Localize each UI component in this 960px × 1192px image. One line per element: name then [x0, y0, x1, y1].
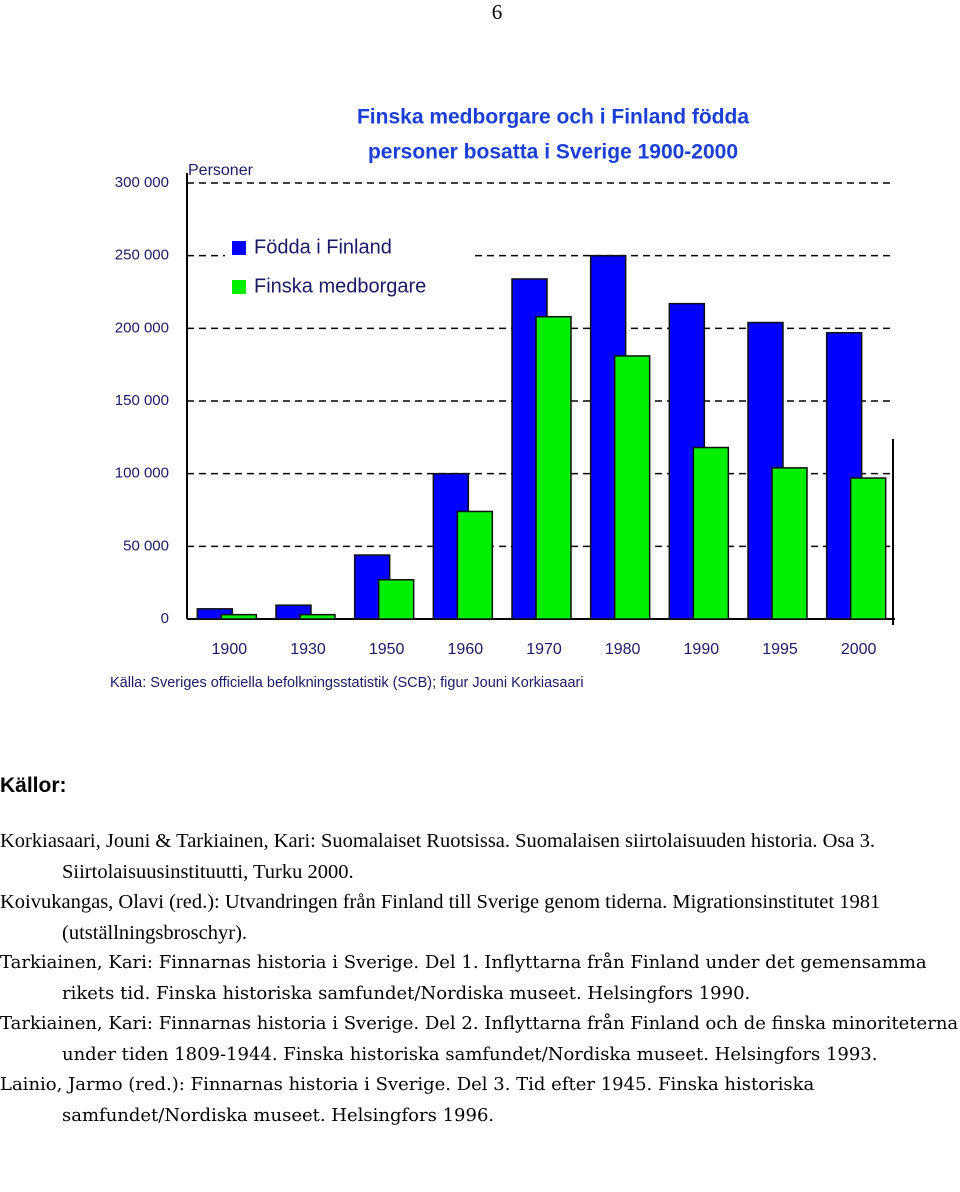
legend-box: [225, 228, 475, 304]
y-tick-label: 150 000: [115, 392, 169, 409]
x-tick-label: 1930: [290, 641, 326, 658]
y-axis-label: Personer: [188, 162, 254, 179]
y-tick-label: 50 000: [123, 537, 169, 554]
y-tick-label: 300 000: [115, 174, 169, 191]
bar: [613, 355, 651, 620]
bar: [220, 613, 258, 620]
x-tick-label: 1950: [369, 641, 405, 658]
x-tick-label: 1995: [762, 641, 798, 658]
reference: Tarkiainen, Kari: Finnarnas historia i S…: [0, 1013, 959, 1065]
reference-list: Korkiasaari, Jouni & Tarkiainen, Kari: S…: [0, 826, 960, 1131]
bar: [535, 315, 572, 620]
legend-label: Födda i Finland: [254, 236, 392, 258]
legend-swatch: [232, 280, 246, 294]
bar: [377, 579, 415, 620]
reference: Lainio, Jarmo (red.): Finnarnas historia…: [0, 1074, 815, 1126]
reference: Koivukangas, Olavi (red.): Utvandringen …: [0, 891, 881, 944]
reference: Tarkiainen, Kari: Finnarnas historia i S…: [0, 952, 927, 1004]
x-tick-label: 2000: [841, 641, 877, 658]
y-tick-label: 250 000: [115, 247, 169, 264]
y-tick-label: 200 000: [115, 319, 169, 336]
x-tick-label: 1970: [526, 641, 562, 658]
chart-title: Finska medborgare och i Finland födda: [357, 106, 749, 129]
x-tick-label: 1900: [212, 641, 248, 658]
sources-heading: Källor:: [0, 774, 67, 797]
y-tick-label: 100 000: [115, 465, 169, 482]
bar: [456, 510, 494, 620]
page-number: 6: [491, 0, 503, 24]
chart-title: personer bosatta i Sverige 1900-2000: [368, 141, 738, 164]
chart-source: Källa: Sveriges officiella befolkningsst…: [110, 675, 584, 691]
x-tick-label: 1980: [605, 641, 641, 658]
legend-swatch: [232, 241, 246, 255]
reference: Korkiasaari, Jouni & Tarkiainen, Kari: S…: [0, 830, 875, 883]
x-tick-label: 1990: [684, 641, 720, 658]
chart: Finska medborgare och i Finland födda pe…: [110, 106, 895, 691]
bar: [692, 446, 730, 620]
legend-label: Finska medborgare: [254, 275, 426, 297]
x-tick-label: 1960: [448, 641, 484, 658]
bar: [771, 467, 808, 620]
y-tick-label: 0: [161, 610, 169, 627]
bar: [849, 477, 887, 620]
bar: [299, 613, 336, 620]
